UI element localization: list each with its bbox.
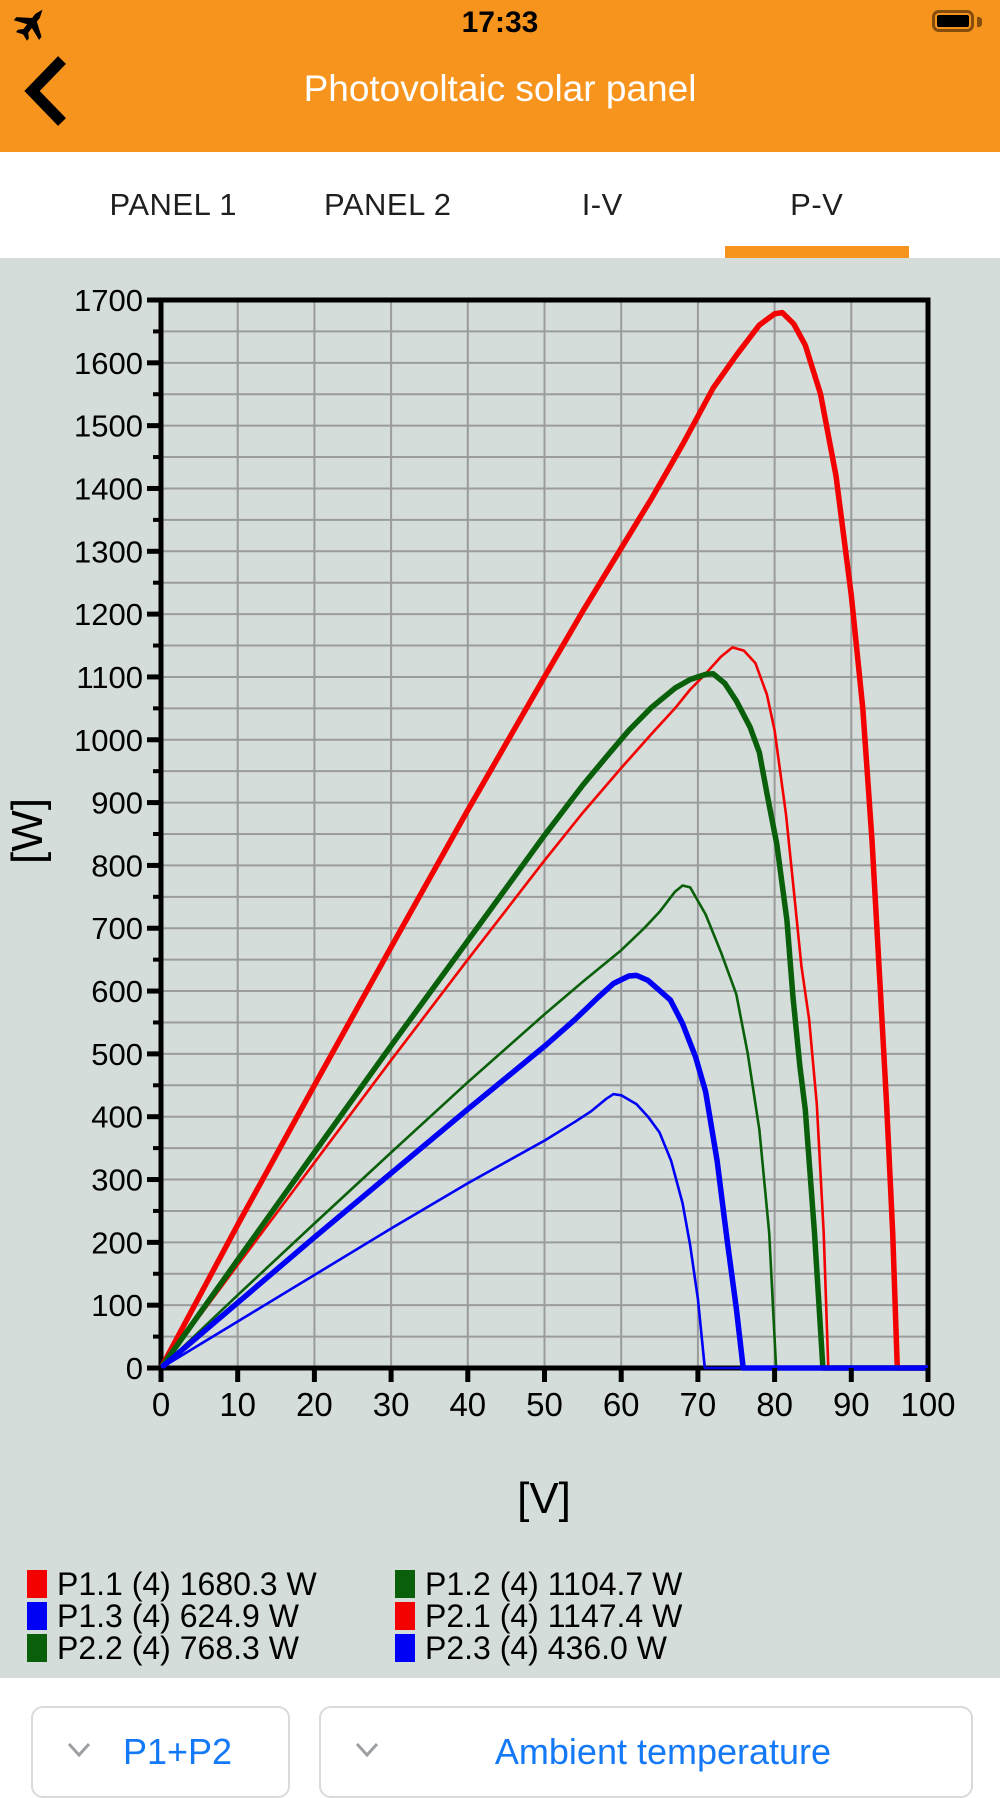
svg-text:80: 80	[756, 1386, 793, 1423]
series-curve-p2-2	[160, 884, 928, 1370]
svg-text:1500: 1500	[74, 409, 143, 444]
tab-i-v[interactable]: I-V	[495, 152, 710, 258]
active-tab-indicator	[724, 246, 909, 258]
legend-label: P2.2 (4) 768.3 W	[57, 1629, 299, 1666]
airplane-mode-icon	[13, 5, 50, 41]
svg-text:20: 20	[296, 1386, 333, 1423]
svg-text:10: 10	[219, 1386, 256, 1423]
svg-text:50: 50	[526, 1386, 563, 1423]
svg-text:400: 400	[91, 1100, 143, 1135]
legend-swatch-icon	[27, 1602, 47, 1630]
svg-text:90: 90	[833, 1386, 870, 1423]
legend-label: P2.3 (4) 436.0 W	[425, 1629, 667, 1666]
svg-text:1300: 1300	[74, 534, 143, 569]
svg-text:0: 0	[152, 1386, 170, 1423]
series-curve-p2-1	[159, 646, 928, 1370]
legend-item-p2-3: P2.3 (4) 436.0 W	[395, 1629, 682, 1666]
series-curve-p2-3	[160, 1092, 928, 1370]
tabs-container: PANEL 1 PANEL 2 I-V P-V	[66, 152, 924, 258]
svg-text:40: 40	[449, 1386, 486, 1423]
svg-text:900: 900	[91, 786, 143, 821]
legend-label: P1.3 (4) 624.9 W	[57, 1597, 299, 1634]
chevron-down-icon	[353, 1740, 381, 1765]
svg-text:70: 70	[680, 1386, 717, 1423]
legend-item-p1-1: P1.1 (4) 1680.3 W	[27, 1565, 395, 1602]
svg-text:1000: 1000	[74, 723, 143, 758]
series-curve-p1-3	[159, 972, 928, 1371]
svg-text:60: 60	[603, 1386, 640, 1423]
chart-legend: P1.1 (4) 1680.3 W P1.2 (4) 1104.7 W P1.3 (…	[27, 1565, 683, 1666]
legend-swatch-icon	[27, 1634, 47, 1662]
status-time: 17:33	[461, 6, 539, 39]
svg-text:1100: 1100	[76, 660, 143, 695]
legend-item-p1-3: P1.3 (4) 624.9 W	[27, 1597, 395, 1634]
svg-text:100: 100	[91, 1288, 143, 1323]
page-title: Photovoltaic solar panel	[303, 68, 697, 109]
svg-text:1600: 1600	[74, 346, 143, 381]
legend-swatch-icon	[395, 1602, 415, 1630]
tab-label: P-V	[790, 187, 844, 222]
x-axis-title: [V]	[517, 1474, 571, 1523]
svg-text:800: 800	[91, 848, 143, 883]
temperature-selector-dropdown[interactable]: Ambient temperature	[319, 1706, 973, 1798]
back-button[interactable]	[18, 52, 78, 130]
status-bar: 17:33	[0, 0, 1000, 44]
svg-text:500: 500	[91, 1037, 143, 1072]
legend-swatch-icon	[395, 1570, 415, 1598]
tab-label: PANEL 1	[109, 187, 238, 222]
legend-label: P1.2 (4) 1104.7 W	[425, 1565, 683, 1602]
chart-panel: 0 100 200 300 400 500 600 700 800 900 1000 1100 1200…	[0, 258, 1000, 1678]
legend-label: P1.1 (4) 1680.3 W	[57, 1565, 317, 1602]
chevron-left-icon	[24, 56, 66, 126]
tab-label: I-V	[581, 187, 623, 222]
battery-full-icon	[932, 10, 984, 34]
series-curve-p1-1	[158, 309, 928, 1371]
tab-panel-2[interactable]: PANEL 2	[281, 152, 496, 258]
legend-label: P2.1 (4) 1147.4 W	[425, 1597, 683, 1634]
pv-chart[interactable]: 0100200300400500600700800900100011001200…	[0, 258, 1000, 1678]
svg-text:200: 200	[91, 1225, 143, 1260]
tab-panel-1[interactable]: PANEL 1	[66, 152, 281, 258]
legend-item-p2-1: P2.1 (4) 1147.4 W	[395, 1597, 683, 1634]
tab-bar	[0, 152, 1000, 258]
legend-item-p1-2: P1.2 (4) 1104.7 W	[395, 1565, 683, 1602]
svg-text:1700: 1700	[74, 283, 143, 318]
tab-label: PANEL 2	[323, 187, 452, 222]
svg-text:1400: 1400	[74, 471, 143, 506]
series-selector-dropdown[interactable]: P1+P2	[31, 1706, 290, 1798]
legend-swatch-icon	[27, 1570, 47, 1598]
svg-text:700: 700	[91, 911, 143, 946]
series-selector-value: P1+P2	[122, 1731, 233, 1772]
app-bar	[0, 44, 1000, 152]
svg-text:30: 30	[373, 1386, 410, 1423]
chevron-down-icon	[65, 1740, 93, 1765]
legend-item-p2-2: P2.2 (4) 768.3 W	[27, 1629, 395, 1666]
temperature-selector-value: Ambient temperature	[494, 1731, 832, 1772]
svg-text:100: 100	[900, 1386, 955, 1423]
tab-p-v[interactable]: P-V	[710, 152, 925, 258]
svg-text:1200: 1200	[74, 597, 143, 632]
series-curve-p1-2	[158, 671, 928, 1371]
svg-text:300: 300	[91, 1163, 143, 1198]
svg-text:0: 0	[126, 1351, 143, 1386]
y-axis-title: [W]	[3, 798, 52, 864]
legend-swatch-icon	[395, 1634, 415, 1662]
svg-text:600: 600	[91, 974, 143, 1009]
